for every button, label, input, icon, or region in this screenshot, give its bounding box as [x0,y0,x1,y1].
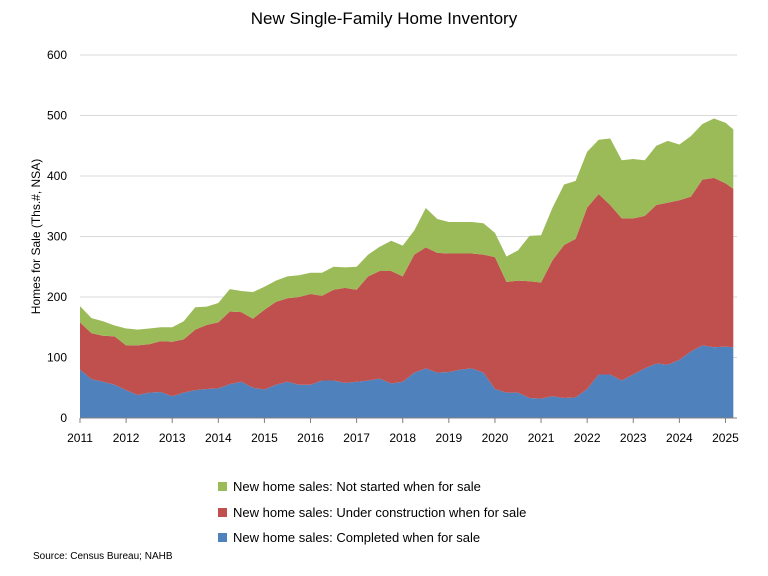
legend-label: New home sales: Not started when for sal… [233,479,481,495]
y-tick-labels: 0 100 200 300 400 500 600 [47,48,67,425]
x-tick-label: 2024 [666,431,693,445]
legend-item: New home sales: Under construction when … [218,500,526,526]
legend-item: New home sales: Not started when for sal… [218,474,526,500]
legend-label: New home sales: Completed when for sale [233,530,481,546]
area-series-3 [80,118,734,346]
x-tick-label: 2023 [620,431,647,445]
x-tick-label: 2015 [251,431,278,445]
source-note: Source: Census Bureau; NAHB [33,551,173,562]
x-tick-label: 2020 [482,431,509,445]
legend: New home sales: Not started when for sal… [218,474,526,551]
stacked-areas [80,118,734,418]
x-tick-label: 2013 [159,431,186,445]
legend-swatch [218,482,227,492]
legend-swatch [218,507,227,517]
legend-item: New home sales: Completed when for sale [218,525,526,551]
x-tick-label: 2019 [435,431,462,445]
x-tick-label: 2021 [528,431,555,445]
legend-label: New home sales: Under construction when … [233,504,527,520]
y-tick-label: 300 [47,230,67,244]
y-tick-label: 500 [47,109,67,123]
chart-title: New Single-Family Home Inventory [250,9,518,28]
x-tick-labels: 2011 2012 2013 2014 2015 2016 2017 2018 2019 2020… [67,431,739,445]
x-tick-label: 2016 [297,431,324,445]
x-tick-label: 2018 [389,431,416,445]
x-tick-label: 2014 [205,431,232,445]
x-tick-label: 2017 [343,431,370,445]
area-series-2 [80,177,734,399]
area-series-1 [80,345,734,418]
y-tick-label: 200 [47,290,67,304]
x-tick-label: 2022 [574,431,601,445]
y-tick-label: 100 [47,351,67,365]
y-tick-label: 600 [47,48,67,62]
x-tick-label: 2011 [67,431,93,445]
y-tick-label: 0 [60,411,67,425]
axes [79,417,737,423]
x-tick-label: 2012 [113,431,140,445]
y-axis-label: Homes for Sale (Ths.#, NSA) [29,159,43,314]
y-tick-label: 400 [47,169,67,183]
legend-swatch [218,533,227,543]
x-tick-label: 2025 [712,431,739,445]
